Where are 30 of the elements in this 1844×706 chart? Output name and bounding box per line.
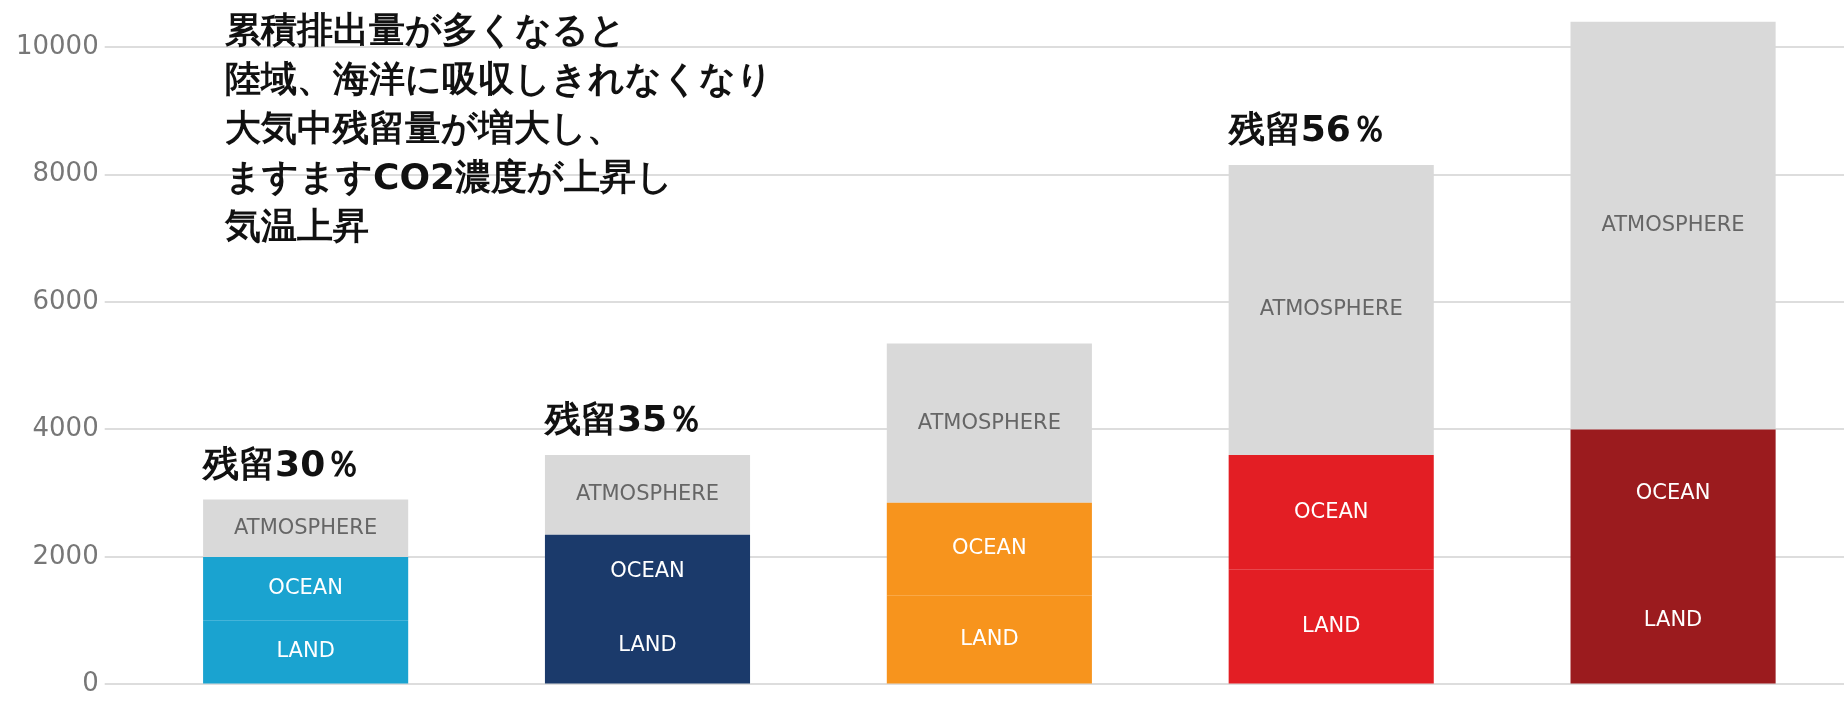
y-tick-label: 8000	[32, 157, 99, 188]
text: LAND	[1301, 613, 1361, 637]
annotation: 大気中残留量が増大し、	[225, 107, 623, 148]
annotation: 残留30％	[201, 442, 362, 484]
annotation: 残留35％	[542, 397, 704, 439]
text: LAND	[618, 632, 677, 657]
text: OCEAN	[952, 535, 1027, 560]
text: ATMOSPHERE	[575, 481, 720, 506]
text: LAND	[960, 625, 1019, 650]
text: ATMOSPHERE	[917, 409, 1061, 434]
series-label: ATMOSPHERE	[234, 514, 378, 539]
text: OCEAN	[610, 557, 685, 582]
text: ATMOSPHERE	[1259, 296, 1403, 321]
y-tick-label: 4000	[32, 412, 99, 443]
text: ATMOSPHERE	[1601, 211, 1745, 236]
text: LAND	[1643, 606, 1703, 631]
bar	[544, 454, 751, 535]
text: OCEAN	[1635, 479, 1711, 504]
y-tick-label: 10000	[15, 29, 99, 60]
annotation: ますますCO2濃度が上昇し	[225, 156, 674, 197]
y-tick-label: 6000	[32, 284, 99, 315]
y-tick-label: 0	[82, 667, 99, 698]
text: OCEAN	[1293, 498, 1369, 523]
series-label: OCEAN	[268, 575, 343, 600]
annotation: 累積排出量が多くなると	[225, 9, 626, 50]
series-label: LAND	[276, 638, 335, 663]
annotation: 気温上昇	[224, 205, 369, 246]
y-tick-label: 2000	[32, 539, 99, 570]
annotation: 残留56％	[1226, 107, 1387, 149]
annotation: 陸域、海洋に吸収しきれなくなり	[225, 58, 773, 99]
